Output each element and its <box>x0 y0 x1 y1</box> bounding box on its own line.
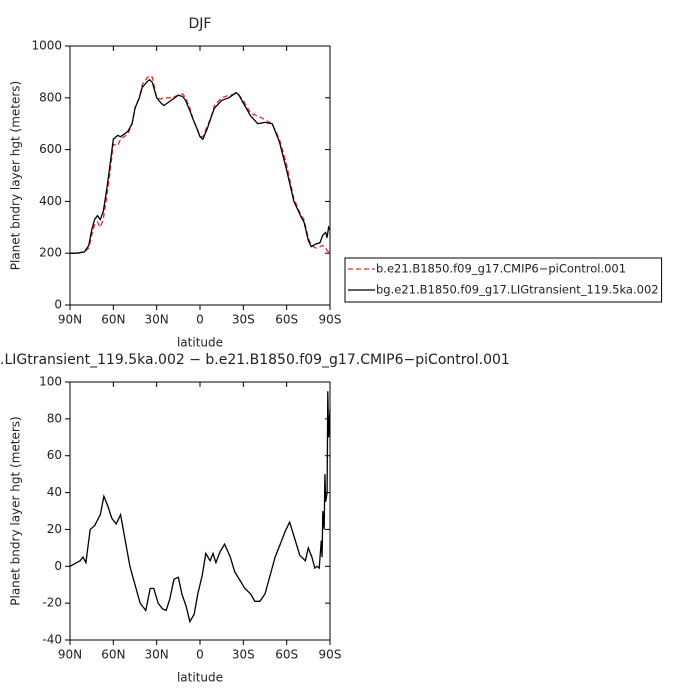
x-tick-label: 30N <box>145 648 169 662</box>
y-tick-label: 800 <box>39 90 62 104</box>
x-tick-label: 90N <box>58 313 82 327</box>
data-line <box>69 391 331 624</box>
y-tick-label: 400 <box>39 194 62 208</box>
x-tick-label: 90S <box>319 313 342 327</box>
y-tick-label: 0 <box>54 298 62 312</box>
y-tick-label: 1000 <box>31 39 62 53</box>
chart-title: .LIGtransient_119.5ka.002 − b.e21.B1850.… <box>0 352 510 368</box>
x-tick-label: 0 <box>196 648 204 662</box>
y-tick-label: 100 <box>39 375 62 389</box>
legend-box <box>344 257 663 303</box>
y-tick-label: -40 <box>42 633 62 647</box>
legend-label: b.e21.B1850.f09_g17.CMIP6−piControl.001 <box>376 262 626 276</box>
plot-frame <box>69 381 331 641</box>
chart-title: DJF <box>189 16 212 32</box>
y-tick-label: 0 <box>54 559 62 573</box>
x-tick-label: 30S <box>232 648 255 662</box>
y-tick-label: 40 <box>47 485 62 499</box>
x-tick-label: 30S <box>232 313 255 327</box>
x-tick-label: 60S <box>275 648 298 662</box>
x-tick-label: 0 <box>196 313 204 327</box>
plot-frame <box>69 45 331 306</box>
x-axis-label: latitude <box>177 671 223 685</box>
y-tick-label: 200 <box>39 246 62 260</box>
y-tick-label: 20 <box>47 522 62 536</box>
y-axis-label: Planet bndry layer hgt (meters) <box>9 416 23 606</box>
x-tick-label: 90N <box>58 648 82 662</box>
x-tick-label: 90S <box>319 648 342 662</box>
x-tick-label: 60N <box>101 313 125 327</box>
y-tick-label: -20 <box>42 596 62 610</box>
x-tick-label: 60S <box>275 313 298 327</box>
x-axis-label: latitude <box>177 336 223 350</box>
y-tick-label: 600 <box>39 142 62 156</box>
y-axis-label: Planet bndry layer hgt (meters) <box>9 81 23 271</box>
data-line <box>70 78 331 254</box>
y-tick-label: 60 <box>47 448 62 462</box>
legend-label: bg.e21.B1850.f09_g17.LIGtransient_119.5k… <box>376 283 659 297</box>
data-line <box>70 75 331 254</box>
y-tick-label: 80 <box>47 411 62 425</box>
x-tick-label: 60N <box>101 648 125 662</box>
x-tick-label: 30N <box>145 313 169 327</box>
